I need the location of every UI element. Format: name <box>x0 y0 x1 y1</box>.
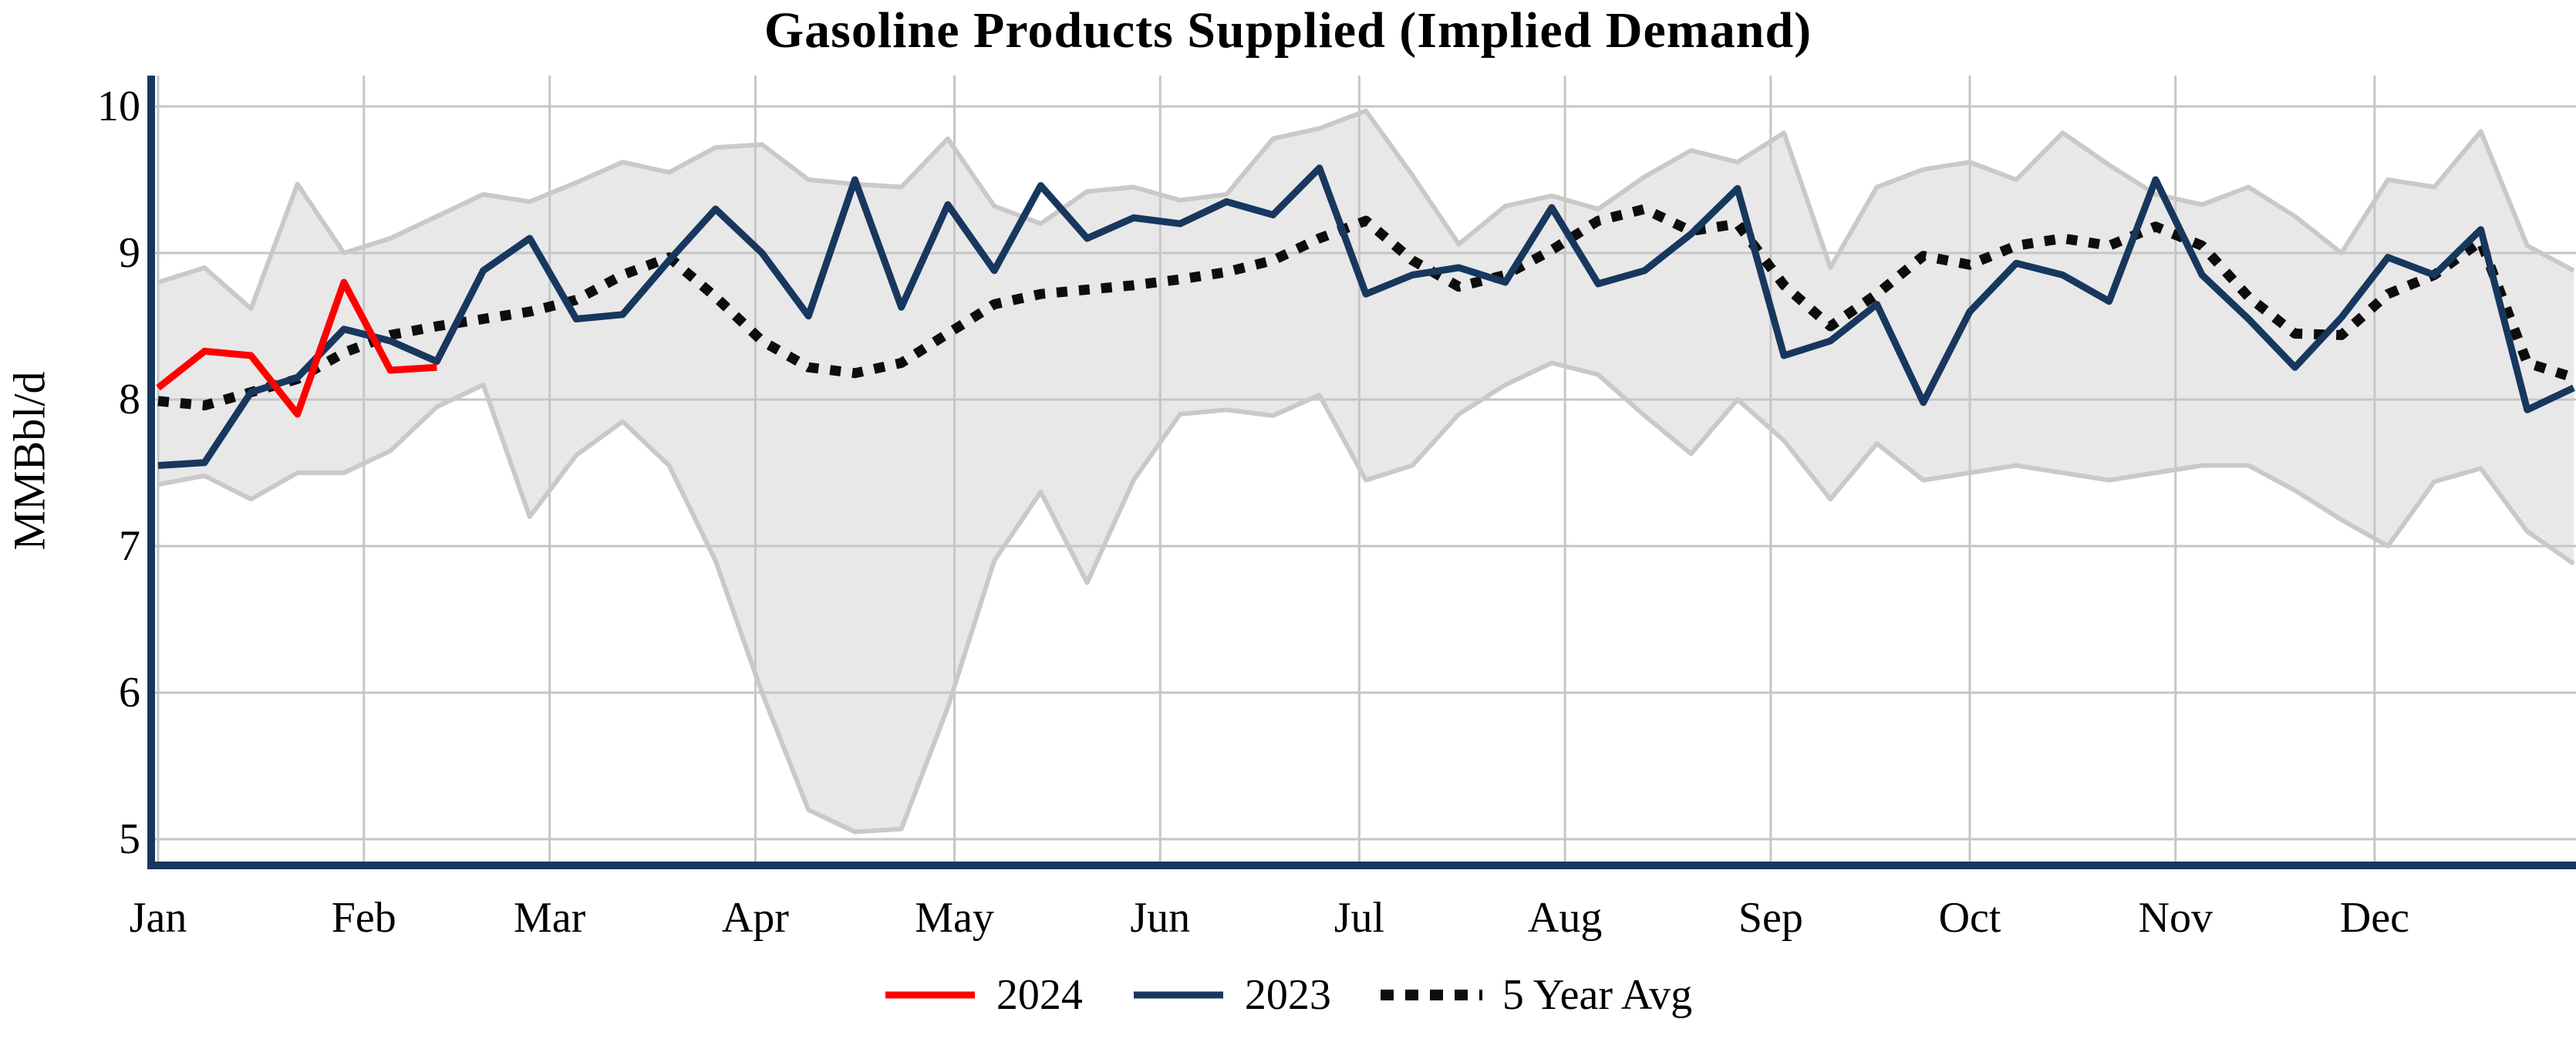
x-tick-label: Oct <box>1938 894 2001 942</box>
x-tick-label: May <box>915 894 994 942</box>
legend-item-2024: 2024 <box>884 973 1083 1017</box>
x-tick-label: Jun <box>1130 894 1191 942</box>
x-tick-label: Jul <box>1334 894 1385 942</box>
y-tick-label: 6 <box>119 669 140 717</box>
dotted-line-swatch-icon <box>1380 990 1482 1000</box>
y-tick-label: 9 <box>119 229 140 277</box>
legend-label: 2024 <box>996 971 1083 1019</box>
legend-label: 2023 <box>1244 971 1331 1019</box>
x-tick-label: Aug <box>1527 894 1603 942</box>
y-tick-label: 10 <box>97 83 140 130</box>
legend-label: 5 Year Avg <box>1502 971 1693 1019</box>
y-tick-label: 5 <box>119 815 140 863</box>
chart-title: Gasoline Products Supplied (Implied Dema… <box>764 2 1812 59</box>
legend-item-5-year-avg: 5 Year Avg <box>1380 971 1693 1019</box>
x-tick-label: Nov <box>2138 894 2213 942</box>
navy-line-swatch-icon <box>1133 991 1223 999</box>
x-tick-label: Feb <box>331 894 396 942</box>
x-tick-label: Mar <box>514 894 586 942</box>
x-tick-label: Dec <box>2339 894 2409 942</box>
legend-item-2023: 2023 <box>1132 973 1331 1017</box>
y-axis-title: MMBbl/d <box>4 371 55 551</box>
x-tick-label: Jan <box>129 894 187 942</box>
x-tick-label: Apr <box>721 894 789 942</box>
legend: 2024 2023 5 Year Avg <box>0 973 2576 1017</box>
y-tick-label: 8 <box>119 376 140 423</box>
x-tick-label: Sep <box>1738 894 1803 942</box>
red-line-swatch-icon <box>885 991 975 999</box>
y-tick-label: 7 <box>119 522 140 570</box>
